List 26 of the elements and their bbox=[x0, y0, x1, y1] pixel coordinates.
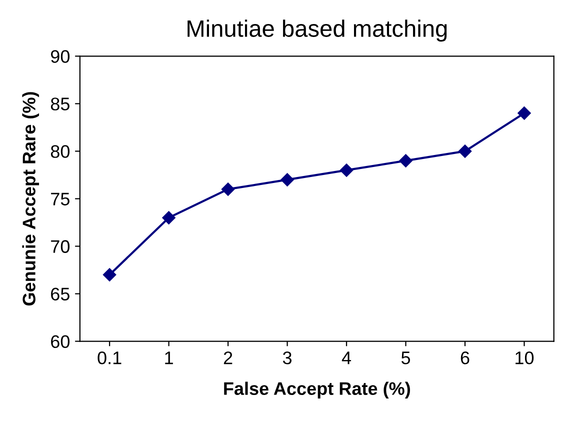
point bbox=[280, 173, 294, 186]
y-tick-label: 70 bbox=[51, 240, 70, 253]
point bbox=[221, 182, 235, 196]
x-tick-label: 2 bbox=[224, 351, 232, 364]
point bbox=[340, 164, 354, 177]
point bbox=[102, 268, 116, 282]
y-tick-label: 85 bbox=[50, 98, 70, 110]
x-tick-label: 4 bbox=[342, 352, 352, 364]
x-axis-title: False Accept Rate (%) bbox=[224, 382, 410, 399]
y-tick-label: 90 bbox=[50, 50, 70, 63]
chart-title: Minutiae based matching bbox=[188, 20, 447, 42]
y-tick-label: 75 bbox=[51, 192, 70, 206]
point bbox=[458, 144, 472, 158]
y-tick-label: 65 bbox=[51, 288, 70, 300]
y-axis-title: Genunie Accept Rare (%) bbox=[22, 92, 40, 306]
point bbox=[399, 154, 412, 168]
x-tick-label: 6 bbox=[460, 351, 470, 364]
point bbox=[518, 106, 531, 120]
x-tick-label: 1 bbox=[165, 352, 173, 364]
y-tick-label: 80 bbox=[50, 145, 70, 158]
y-tick-label: 60 bbox=[51, 335, 70, 348]
x-tick-label: 5 bbox=[401, 352, 410, 364]
x-tick-label: 10 bbox=[516, 351, 534, 364]
point bbox=[162, 211, 176, 224]
x-tick-label: 3 bbox=[282, 351, 292, 364]
x-tick-label: 0.1 bbox=[98, 351, 122, 364]
